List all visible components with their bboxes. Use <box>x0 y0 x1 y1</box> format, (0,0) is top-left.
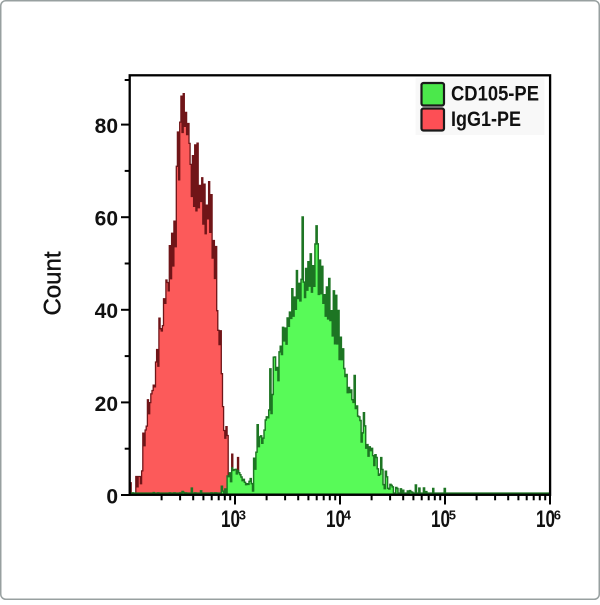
svg-text:80: 80 <box>95 115 118 138</box>
svg-text:0: 0 <box>106 485 118 508</box>
svg-text:10: 10 <box>431 506 450 533</box>
svg-text:Count: Count <box>40 251 67 315</box>
svg-text:4: 4 <box>344 508 352 523</box>
svg-text:5: 5 <box>449 508 456 523</box>
svg-text:10: 10 <box>326 506 345 533</box>
svg-text:CD105-PE: CD105-PE <box>451 83 539 106</box>
svg-text:IgG1-PE: IgG1-PE <box>451 108 521 131</box>
svg-text:6: 6 <box>554 508 561 523</box>
svg-text:10: 10 <box>536 506 555 533</box>
svg-text:20: 20 <box>95 393 118 416</box>
svg-text:40: 40 <box>95 300 118 323</box>
svg-text:10: 10 <box>221 506 240 533</box>
svg-text:60: 60 <box>95 208 118 231</box>
svg-text:3: 3 <box>239 508 246 523</box>
